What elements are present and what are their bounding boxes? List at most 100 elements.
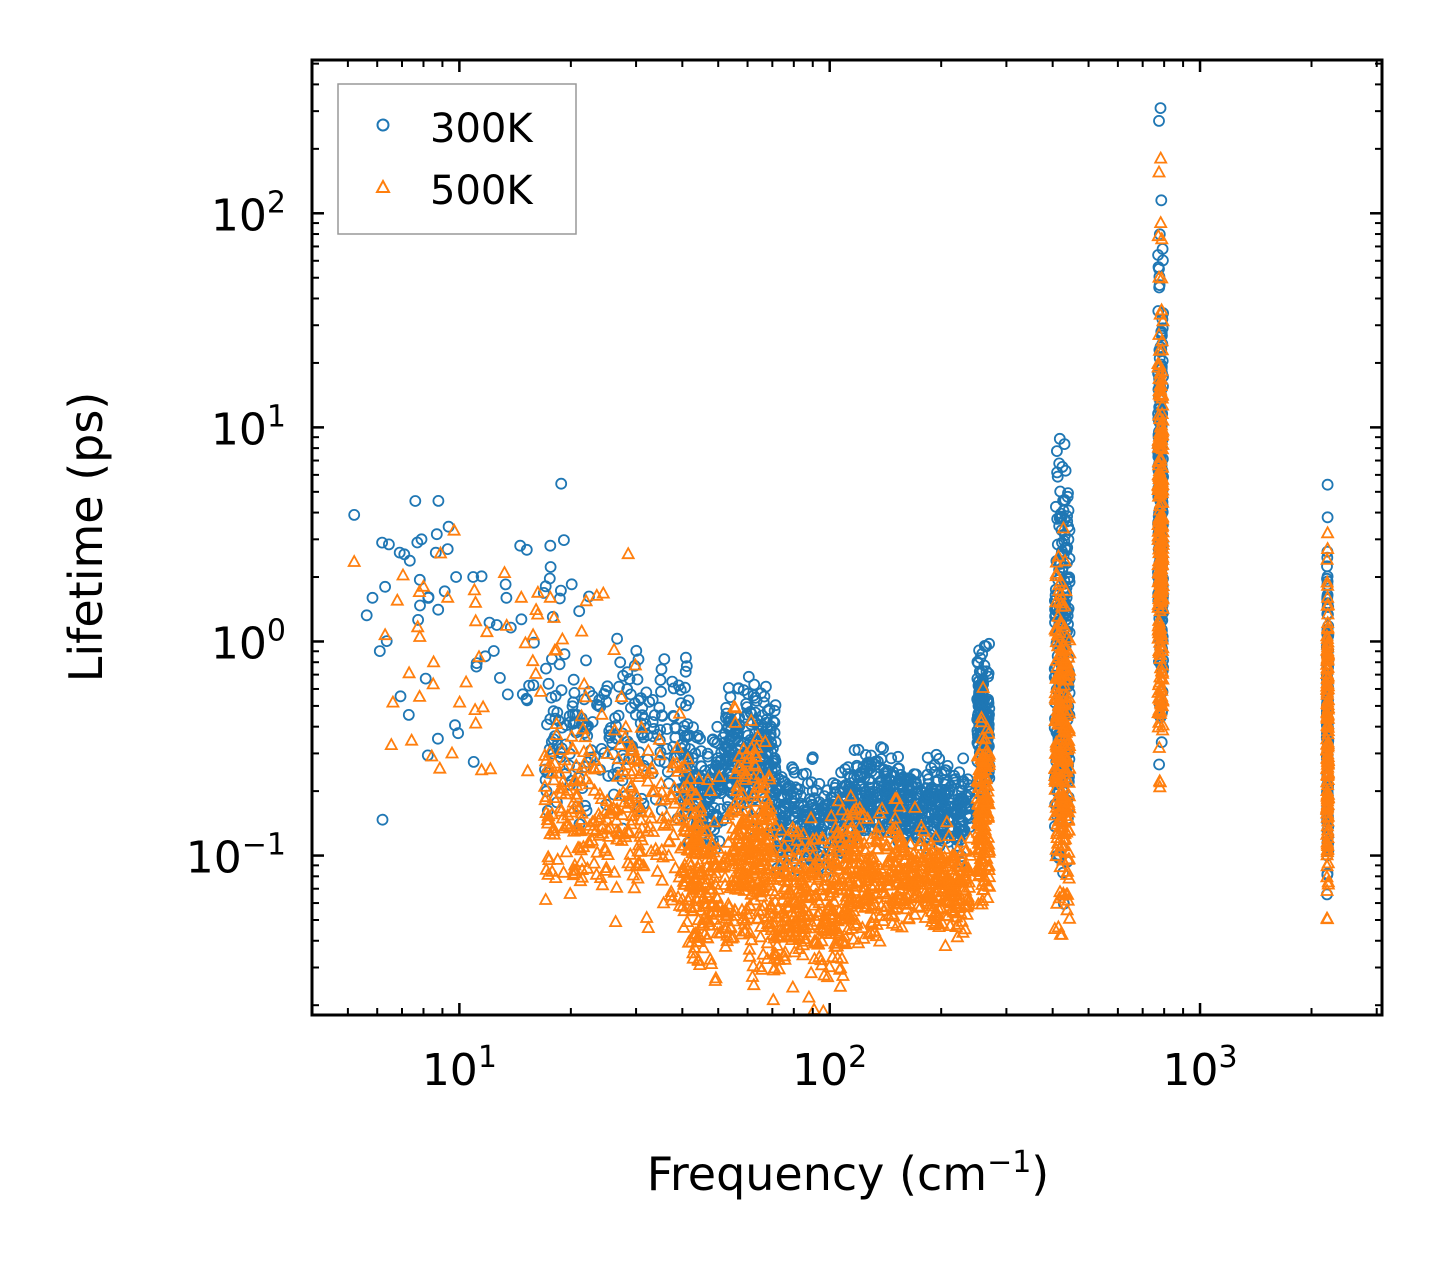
point-500K-c7 <box>971 844 987 858</box>
point-500K-c1 <box>591 806 606 820</box>
point-500K-c0 <box>468 702 483 715</box>
point-500K-c0 <box>518 635 533 649</box>
point-500K-c9 <box>1152 779 1167 793</box>
point-500K-c3 <box>727 902 742 916</box>
point-500K-c1 <box>616 784 631 798</box>
point-500K-c7 <box>980 890 995 903</box>
point-500K-c0 <box>404 732 419 746</box>
point-500K-c0 <box>555 631 570 645</box>
point-500K-c1 <box>592 828 607 841</box>
point-500K-c0 <box>578 689 593 703</box>
point-500K-c0 <box>530 584 545 598</box>
point-500K-h6 <box>440 589 455 603</box>
point-500K-c5 <box>838 936 853 950</box>
point-300K-h6 <box>450 571 463 583</box>
point-500K-c2 <box>688 926 703 939</box>
point-300K-c3 <box>764 720 777 733</box>
point-500K-c8 <box>1061 852 1076 865</box>
point-500K-c1 <box>594 706 609 720</box>
point-300K-c0 <box>614 656 627 669</box>
point-500K-c1 <box>611 751 626 765</box>
point-500K-c0 <box>596 585 611 599</box>
point-500K-c5 <box>888 791 903 804</box>
point-300K-c1 <box>555 684 568 697</box>
legend: 300K 500K <box>337 83 577 235</box>
point-500K-c4 <box>796 906 811 920</box>
point-300K-c0 <box>430 528 443 541</box>
point-300K-h2 <box>393 546 406 559</box>
point-500K-c1 <box>600 746 615 759</box>
point-500K-c8 <box>1056 520 1071 534</box>
point-500K-c4 <box>780 918 795 931</box>
point-500K-c5 <box>865 880 880 894</box>
point-500K-c10 <box>1320 707 1335 721</box>
point-500K-c5 <box>839 839 854 852</box>
point-500K-c0 <box>520 763 535 777</box>
point-500K-c3 <box>748 749 763 762</box>
point-500K-c2 <box>721 834 736 848</box>
point-500K-c1 <box>656 895 671 909</box>
point-500K-c2 <box>677 857 692 871</box>
point-500K-c8 <box>1047 807 1062 821</box>
point-300K-c4 <box>775 822 787 835</box>
point-500K-c1 <box>655 872 670 886</box>
point-500K-c2 <box>712 769 727 782</box>
point-500K-c6 <box>940 908 955 922</box>
point-500K-c4 <box>774 866 789 879</box>
point-500K-c2 <box>703 951 718 965</box>
point-300K-c0 <box>376 813 389 826</box>
point-500K-c8 <box>1060 886 1075 900</box>
point-500K-c5 <box>882 825 897 838</box>
point-500K-c4 <box>768 817 783 831</box>
point-500K-c1 <box>598 863 613 876</box>
point-500K-c10 <box>1320 841 1335 855</box>
point-500K-c1 <box>586 760 602 773</box>
point-500K-c3 <box>760 916 775 930</box>
point-500K-c10 <box>1319 681 1334 695</box>
point-500K-c1 <box>672 705 687 719</box>
point-500K-c4 <box>834 950 850 964</box>
point-300K-c4 <box>806 785 819 798</box>
point-500K-c1 <box>566 794 581 808</box>
point-500K-c4 <box>822 959 837 973</box>
point-500K-c6 <box>931 916 947 930</box>
point-500K-c1 <box>640 773 655 787</box>
point-500K-c4 <box>804 965 819 979</box>
point-500K-c8 <box>1049 734 1064 748</box>
point-300K-c8 <box>1059 464 1072 477</box>
point-500K-c4 <box>768 886 783 900</box>
point-500K-c5 <box>878 899 893 913</box>
point-300K-c1 <box>675 697 687 709</box>
point-300K-c0 <box>373 645 386 657</box>
point-500K-c1 <box>673 840 688 854</box>
point-500K-c3 <box>753 929 768 943</box>
point-300K-c1 <box>646 716 659 728</box>
point-300K-c0 <box>366 591 379 604</box>
point-500K-c8 <box>1054 598 1069 612</box>
point-500K-c7 <box>977 818 992 832</box>
point-500K-c1 <box>574 854 589 867</box>
point-500K-c3 <box>751 903 766 917</box>
point-500K-c4 <box>828 872 843 886</box>
point-500K-c3 <box>727 795 743 809</box>
point-300K-c7 <box>973 644 985 657</box>
point-500K-c3 <box>754 962 769 975</box>
point-500K-c7 <box>978 754 993 768</box>
point-500K-c2 <box>710 891 725 904</box>
point-500K-c3 <box>748 810 763 824</box>
point-500K-c4 <box>833 978 848 992</box>
point-500K-c1 <box>593 870 608 883</box>
point-500K-c1 <box>653 792 669 806</box>
point-500K-c6 <box>922 898 937 912</box>
point-500K-c9 <box>1153 306 1168 320</box>
point-500K-c10 <box>1320 813 1335 827</box>
point-300K-c0 <box>394 690 407 703</box>
point-300K-c1 <box>682 694 695 707</box>
point-500K-c4 <box>794 881 809 895</box>
point-300K-c0 <box>487 645 500 657</box>
point-500K-c8 <box>1060 668 1075 682</box>
point-500K-c1 <box>558 786 573 800</box>
point-300K-c3 <box>748 678 761 691</box>
point-300K-c0 <box>543 572 556 585</box>
legend-box <box>337 83 577 235</box>
